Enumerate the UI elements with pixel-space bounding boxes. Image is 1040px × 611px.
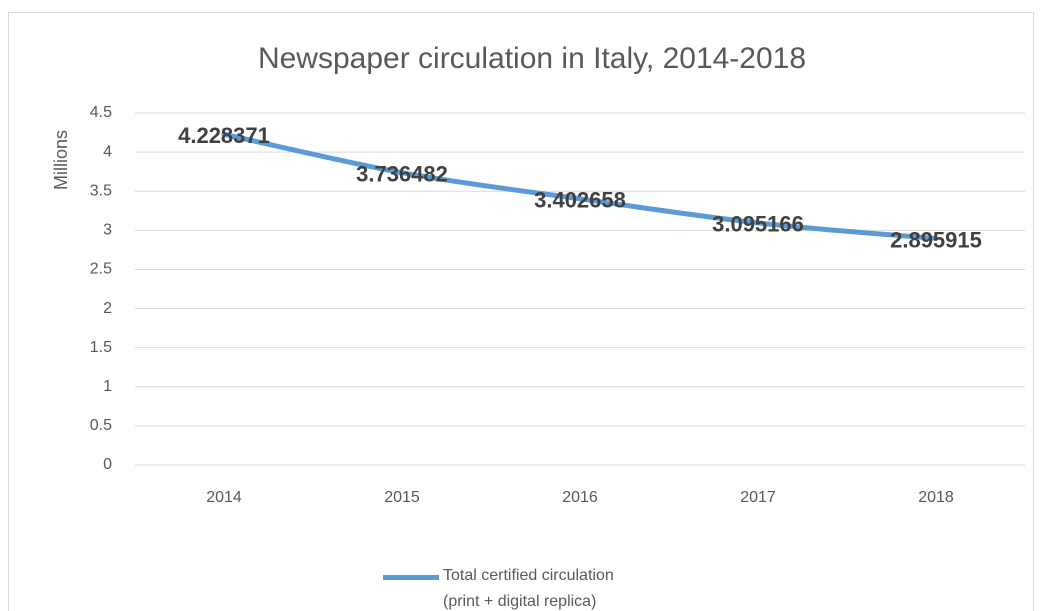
chart-border (8, 12, 1034, 611)
y-tick-label: 0.5 (90, 417, 112, 434)
data-label: 2.895915 (890, 227, 982, 252)
x-tick-label: 2018 (918, 489, 954, 506)
y-tick-label: 3.5 (90, 182, 112, 199)
y-tick-label: 0 (103, 456, 112, 473)
legend-swatch (383, 575, 439, 580)
y-tick-label: 4 (103, 143, 112, 160)
x-tick-label: 2015 (384, 489, 420, 506)
y-tick-label: 2.5 (90, 261, 112, 278)
x-tick-label: 2017 (740, 489, 776, 506)
data-label: 3.402658 (534, 188, 626, 213)
chart-title: Newspaper circulation in Italy, 2014-201… (258, 42, 806, 75)
x-tick-label: 2016 (562, 489, 598, 506)
data-label: 3.736482 (356, 162, 448, 187)
legend: Total certified circulation (print + dig… (383, 565, 643, 611)
y-tick-label: 3 (103, 222, 112, 239)
line (221, 131, 939, 241)
data-label: 3.095166 (712, 212, 804, 237)
y-axis-label: Millions (51, 130, 71, 190)
y-tick-label: 1 (103, 378, 112, 395)
data-label: 4.228371 (178, 123, 270, 148)
y-tick-label: 4.5 (90, 104, 112, 121)
y-tick-label: 2 (103, 300, 112, 317)
y-tick-label: 1.5 (90, 339, 112, 356)
legend-label: Total certified circulation (print + dig… (443, 567, 614, 610)
x-tick-label: 2014 (206, 489, 242, 506)
